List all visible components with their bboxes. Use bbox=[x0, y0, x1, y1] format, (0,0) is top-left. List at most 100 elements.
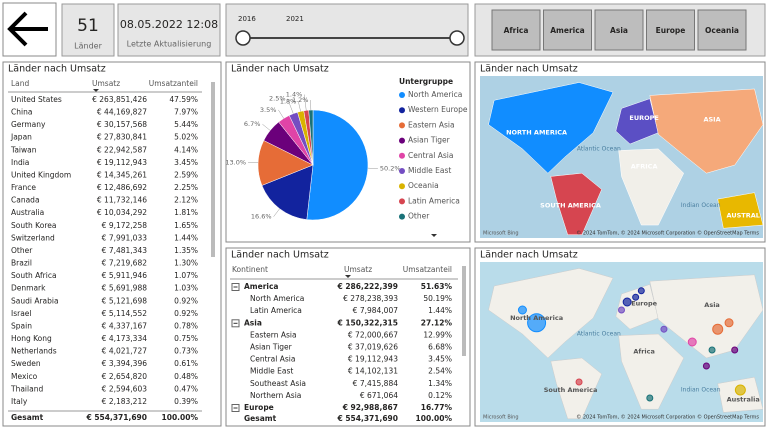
scrollbar[interactable] bbox=[211, 82, 215, 257]
table-cell: Germany bbox=[11, 120, 46, 129]
region-button-label: Africa bbox=[504, 26, 529, 35]
table-cell: Europe bbox=[244, 403, 274, 412]
map-bubble bbox=[724, 318, 734, 328]
table-cell: € 263,851,426 bbox=[92, 95, 147, 104]
date-label: Letzte Aktualisierung bbox=[127, 40, 212, 49]
map-bubble bbox=[687, 337, 697, 347]
visual-title: Länder nach Umsatz bbox=[231, 64, 329, 75]
table-cell: 1.65% bbox=[174, 221, 198, 230]
legend-label: Eastern Asia bbox=[408, 120, 455, 129]
legend-swatch bbox=[399, 213, 405, 220]
column-header: Umsatz bbox=[344, 265, 372, 274]
table-cell: 6.68% bbox=[428, 343, 452, 352]
table-cell: 4.14% bbox=[174, 145, 198, 154]
map-bubble bbox=[712, 323, 724, 335]
table-cell: 5.44% bbox=[174, 120, 198, 129]
map-land bbox=[550, 172, 602, 236]
table-cell: 5.02% bbox=[174, 133, 198, 142]
total-cell: 100.00% bbox=[416, 414, 453, 423]
table-cell: South Korea bbox=[11, 221, 56, 230]
scrollbar[interactable] bbox=[462, 266, 466, 356]
table-cell: € 19,112,943 bbox=[348, 355, 398, 364]
data-label: 1.4% bbox=[286, 91, 303, 99]
table-cell: India bbox=[11, 158, 29, 167]
slider-start: 2016 bbox=[238, 15, 256, 23]
visual-title: Länder nach Umsatz bbox=[480, 250, 578, 261]
table-cell: Italy bbox=[11, 397, 28, 406]
table-cell: Mexico bbox=[11, 372, 38, 381]
legend-scroll[interactable] bbox=[431, 234, 437, 237]
legend-label: Middle East bbox=[408, 166, 451, 175]
table-cell: € 5,691,988 bbox=[102, 284, 148, 293]
table-cell: Australia bbox=[11, 208, 44, 217]
data-label: 16.6% bbox=[251, 213, 272, 221]
table-cell: 0.92% bbox=[174, 309, 198, 318]
map-label: Atlantic Ocean bbox=[577, 145, 621, 152]
table-cell: € 5,911,946 bbox=[102, 271, 148, 280]
table-cell: € 671,064 bbox=[360, 391, 398, 400]
pie-slice bbox=[261, 164, 314, 220]
map-land bbox=[618, 333, 685, 410]
total-cell: Gesamt bbox=[244, 414, 277, 423]
slider-handle[interactable] bbox=[449, 30, 465, 46]
table-cell: 1.30% bbox=[174, 259, 198, 268]
table-cell: 1.34% bbox=[428, 379, 452, 388]
map-land bbox=[488, 82, 614, 174]
visual-panel bbox=[2, 61, 222, 427]
table-cell: Latin America bbox=[250, 306, 302, 315]
map-label: Asia bbox=[704, 301, 720, 309]
map: NORTH AMERICA Atlantic Ocean EUROPE ASIA AFR… bbox=[480, 76, 763, 238]
leader-line bbox=[262, 123, 271, 131]
column-header: Umsatzanteil bbox=[403, 265, 452, 274]
table-cell: € 44,169,827 bbox=[97, 108, 147, 117]
table-cell: € 4,337,167 bbox=[102, 321, 148, 330]
map-land bbox=[618, 148, 685, 226]
region-button[interactable] bbox=[543, 9, 592, 51]
legend-swatch bbox=[399, 198, 405, 205]
table-cell: € 37,019,626 bbox=[348, 343, 398, 352]
map-label: AFRICA bbox=[631, 163, 658, 171]
table-cell: 1.81% bbox=[174, 208, 198, 217]
map-attribution: © 2024 TomTom, © 2024 Microsoft Corporat… bbox=[576, 414, 759, 421]
map-label: North America bbox=[510, 314, 563, 322]
table-cell: 0.92% bbox=[174, 296, 198, 305]
region-button[interactable] bbox=[594, 9, 644, 51]
table-cell: 0.78% bbox=[174, 321, 198, 330]
table-cell: 1.03% bbox=[174, 284, 198, 293]
table-cell: € 7,415,884 bbox=[353, 379, 399, 388]
legend-title: Untergruppe bbox=[399, 77, 453, 86]
map-land bbox=[615, 284, 659, 330]
date-value: 08.05.2022 12:08 bbox=[120, 18, 218, 31]
table-cell: Southeast Asia bbox=[250, 379, 306, 388]
table-cell: € 7,984,007 bbox=[353, 306, 399, 315]
region-button[interactable] bbox=[697, 9, 747, 51]
data-label: 3.5% bbox=[260, 106, 277, 114]
table-cell: Denmark bbox=[11, 284, 46, 293]
table-cell: Middle East bbox=[250, 367, 293, 376]
table-cell: Eastern Asia bbox=[250, 330, 297, 339]
legend-swatch bbox=[399, 107, 405, 114]
table-cell: Central Asia bbox=[250, 355, 295, 364]
total-cell: € 554,371,690 bbox=[86, 413, 148, 422]
data-label: 13.0% bbox=[225, 158, 246, 166]
legend-swatch bbox=[399, 183, 405, 190]
table-cell: € 9,172,258 bbox=[102, 221, 148, 230]
table-cell: United Kingdom bbox=[11, 170, 71, 179]
sort-indicator bbox=[93, 89, 99, 92]
table-cell: 0.47% bbox=[174, 384, 198, 393]
data-label: 1.2% bbox=[292, 96, 309, 104]
table-cell: 0.48% bbox=[174, 372, 198, 381]
region-button[interactable] bbox=[646, 9, 695, 51]
map-land bbox=[717, 192, 763, 229]
map-label: Indian Ocean bbox=[681, 387, 721, 394]
slider-handle[interactable] bbox=[235, 30, 251, 46]
pie-slice bbox=[306, 109, 369, 221]
table-cell: € 2,654,820 bbox=[102, 372, 148, 381]
table-cell: Switzerland bbox=[11, 233, 55, 242]
legend-label: Western Europe bbox=[408, 105, 468, 114]
map-land bbox=[649, 274, 763, 359]
table-cell: € 7,219,682 bbox=[102, 259, 148, 268]
region-button[interactable] bbox=[491, 9, 541, 51]
legend-label: North America bbox=[408, 90, 462, 99]
table-cell: € 7,481,343 bbox=[102, 246, 148, 255]
